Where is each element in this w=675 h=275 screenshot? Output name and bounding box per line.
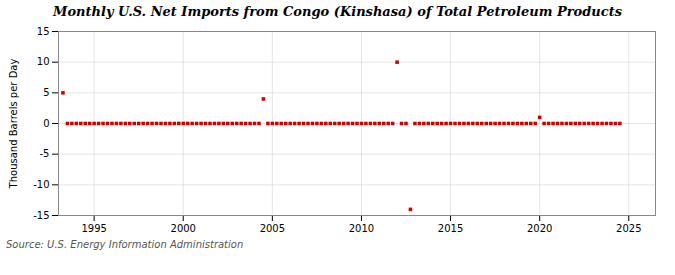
svg-text:Thousand Barrels per Day: Thousand Barrels per Day <box>8 59 19 190</box>
svg-text:2000: 2000 <box>171 223 196 234</box>
svg-text:2025: 2025 <box>616 223 641 234</box>
html-text:Monthly U.S. Net Imports from: Monthly U.S. Net Imports from Congo (Kin… <box>53 4 622 19</box>
svg-text:15: 15 <box>37 26 50 37</box>
svg-text:-10: -10 <box>33 179 49 190</box>
svg-text:2010: 2010 <box>349 223 374 234</box>
svg-text:5: 5 <box>43 87 49 98</box>
svg-text:10: 10 <box>37 56 50 67</box>
svg-text:-5: -5 <box>40 148 50 159</box>
svg-text:-15: -15 <box>33 210 49 221</box>
svg-text:2005: 2005 <box>260 223 285 234</box>
svg-text:2020: 2020 <box>527 223 552 234</box>
html-text:Source: U.S. Energy Informatio: Source: U.S. Energy Information Administ… <box>6 239 244 250</box>
svg-text:0: 0 <box>43 118 49 129</box>
svg-text:2015: 2015 <box>438 223 463 234</box>
svg-text:1995: 1995 <box>81 223 106 234</box>
